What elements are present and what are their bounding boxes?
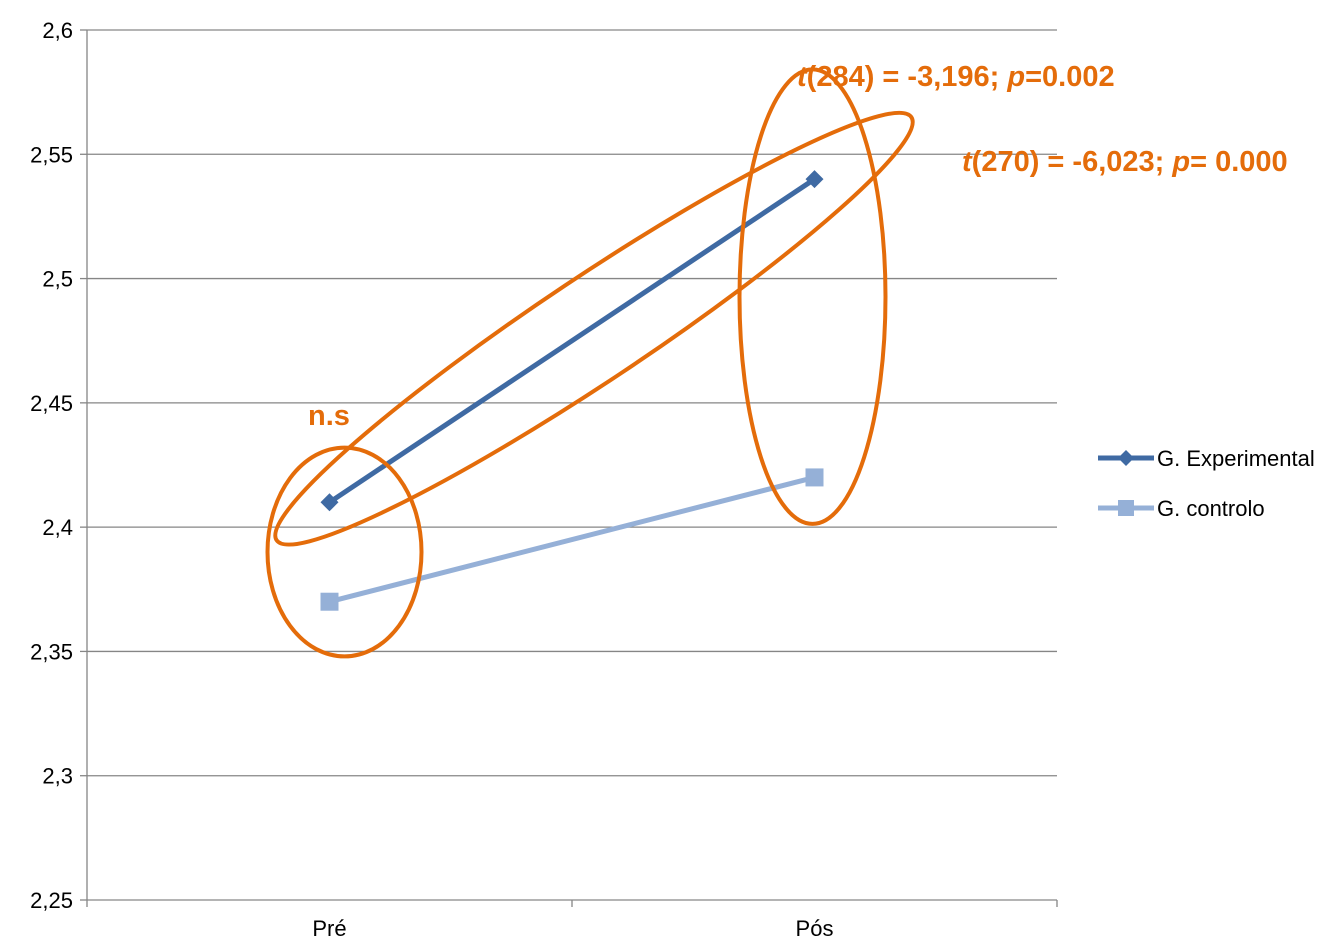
ellipse-pre: [265, 445, 424, 659]
legend-marker: [1118, 450, 1134, 466]
series-layer: [320, 170, 824, 611]
highlight-ellipses: [265, 67, 915, 659]
legend-item: G. controlo: [1098, 496, 1265, 521]
y-tick-label: 2,5: [42, 267, 73, 292]
annotation-exp-p: p: [1171, 146, 1190, 178]
annotation-exp-rest: (270) = -6,023;: [972, 146, 1173, 178]
y-tick-label: 2,55: [30, 142, 73, 167]
ellipse-experimental: [273, 110, 915, 547]
series-line: [328, 177, 816, 505]
annotation-exp-t: t: [962, 146, 973, 178]
data-point: [805, 170, 824, 189]
legend-marker: [1118, 500, 1134, 516]
data-point: [320, 592, 339, 611]
annotation-pos-val: =0.002: [1025, 61, 1115, 93]
axes: 2,25 2,3 2,35 2,4 2,45 2,5 2,55 2,6 Pré Pós: [30, 18, 1058, 941]
legend-label: G. Experimental: [1157, 446, 1315, 471]
legend-item: G. Experimental: [1098, 446, 1315, 471]
y-tick-label: 2,4: [42, 515, 73, 540]
annotations: n.s t(284) = -3,196; p=0.002 t(270) = -6…: [308, 61, 1288, 432]
x-tick-label: Pré: [312, 916, 346, 941]
series-1: [320, 170, 824, 512]
annotation-exp-val: = 0.000: [1190, 146, 1288, 178]
annotation-pos-p: p: [1006, 61, 1025, 93]
y-tick-label: 2,45: [30, 391, 73, 416]
y-tick-label: 2,6: [42, 18, 73, 43]
data-point: [805, 468, 824, 487]
y-tick-label: 2,35: [30, 639, 73, 664]
y-tick-label: 2,25: [30, 888, 73, 913]
x-tick-label: Pós: [796, 916, 834, 941]
annotation-pre: n.s: [308, 400, 350, 432]
annotation-pos-t: t: [797, 61, 808, 93]
legend-label: G. controlo: [1157, 496, 1265, 521]
legend: G. Experimental G. controlo: [1098, 446, 1315, 521]
series-line: [328, 475, 816, 605]
annotation-pos: t(284) = -3,196; p=0.002: [797, 61, 1115, 93]
y-tick-label: 2,3: [42, 764, 73, 789]
annotation-pos-rest: (284) = -3,196;: [807, 61, 1008, 93]
data-point: [320, 493, 339, 512]
annotation-experimental: t(270) = -6,023; p= 0.000: [962, 146, 1288, 178]
series-2: [320, 468, 824, 611]
ellipse-pos: [737, 67, 888, 526]
